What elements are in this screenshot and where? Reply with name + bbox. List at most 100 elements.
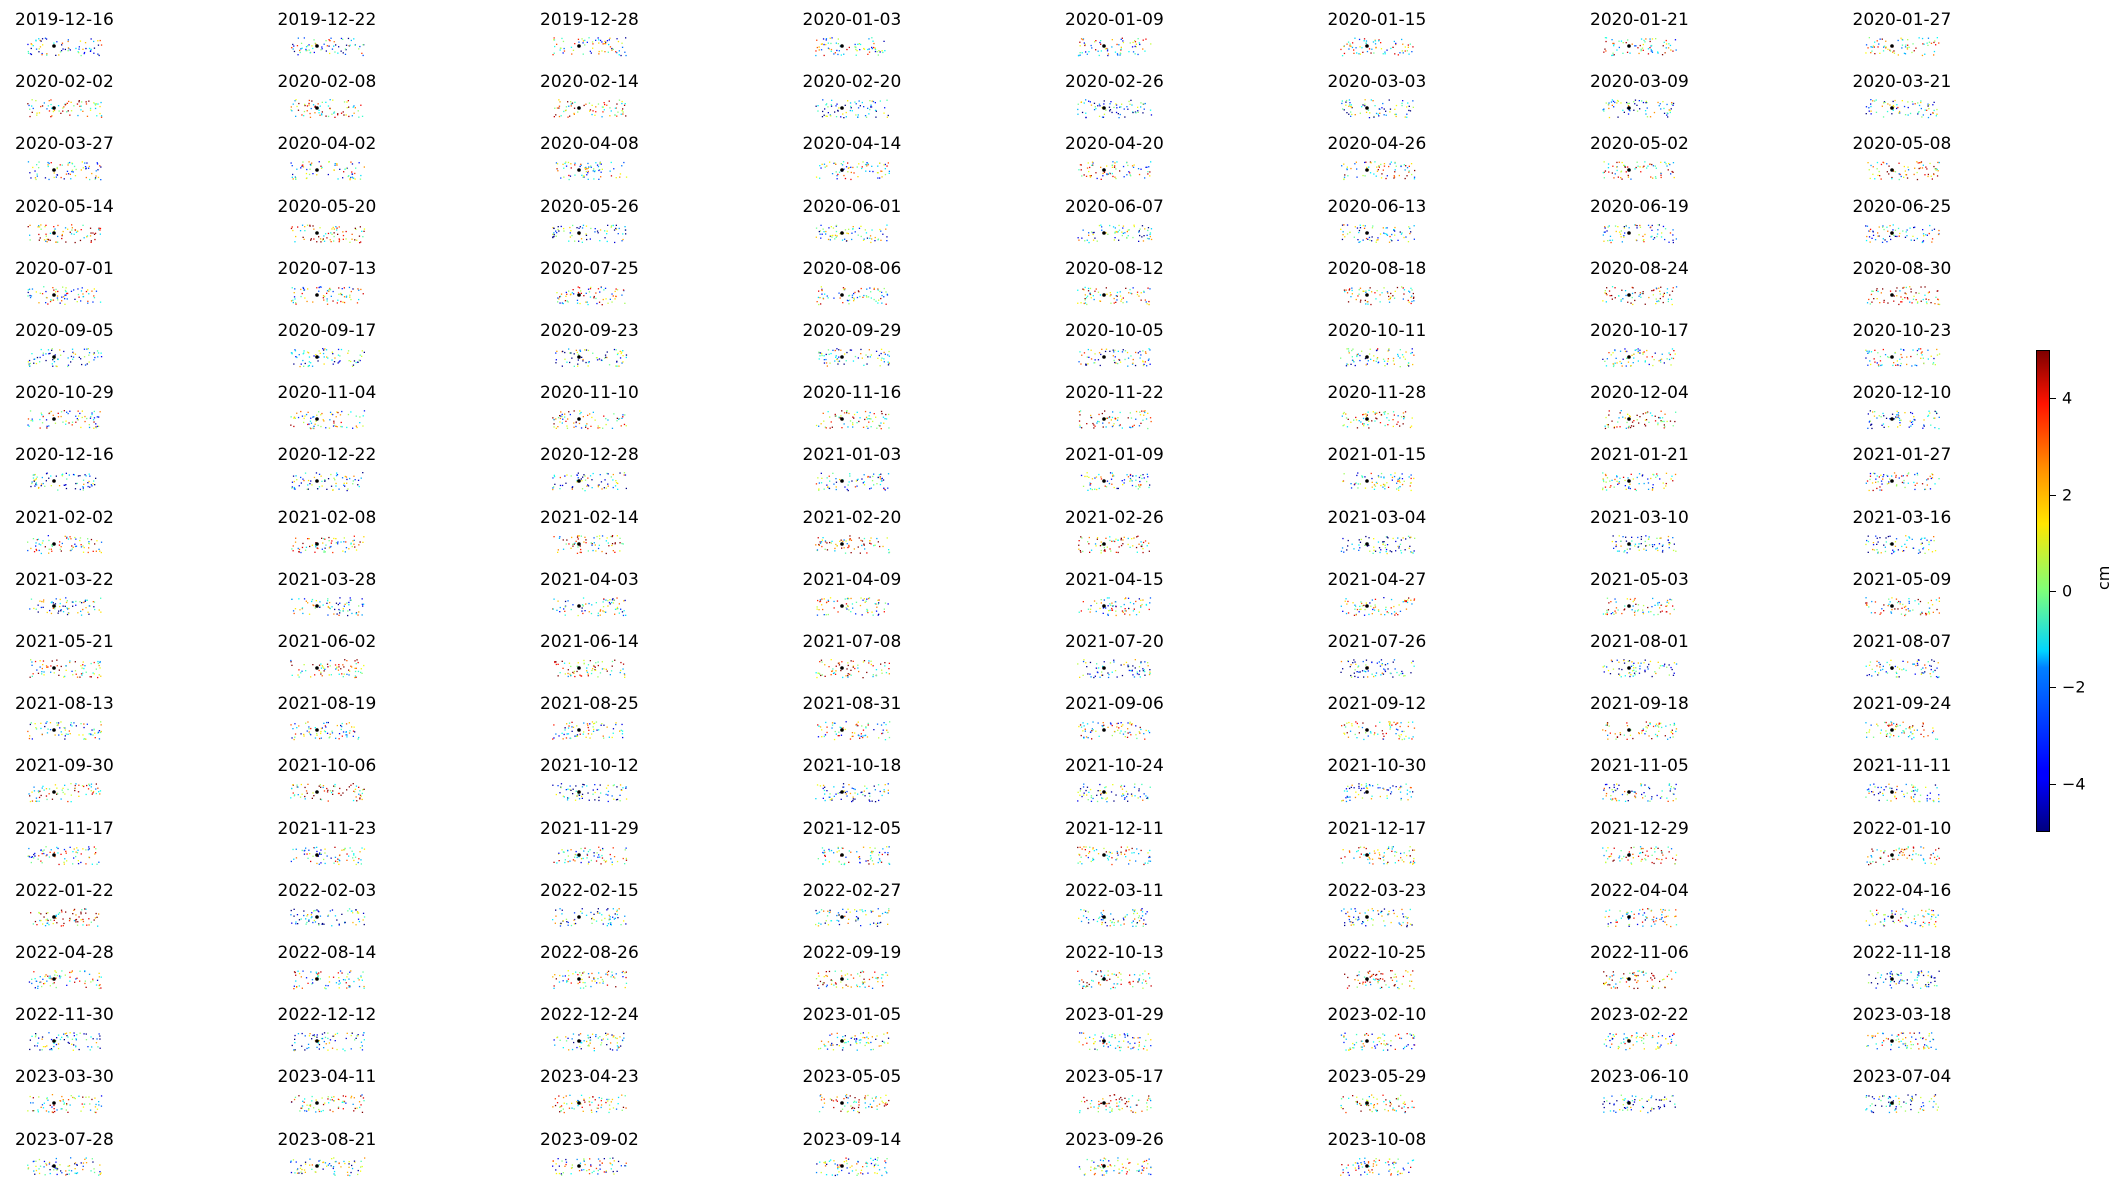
panel: 2020-06-07 bbox=[1050, 187, 1290, 247]
scatter-point bbox=[598, 53, 600, 55]
scatter-point bbox=[822, 412, 824, 415]
scatter-point bbox=[1662, 293, 1665, 296]
scatter-point bbox=[1114, 51, 1117, 53]
scatter-point bbox=[824, 166, 826, 169]
scatter-point bbox=[28, 359, 31, 362]
scatter-point bbox=[1365, 415, 1367, 418]
scatter-point bbox=[63, 484, 65, 487]
scatter-point bbox=[27, 424, 29, 426]
scatter-point bbox=[559, 421, 561, 423]
panel-scatter bbox=[1339, 37, 1414, 57]
scatter-point bbox=[1407, 362, 1409, 364]
scatter-point bbox=[1091, 47, 1093, 49]
scatter-point bbox=[1604, 289, 1606, 292]
scatter-point bbox=[323, 538, 325, 540]
scatter-point bbox=[294, 475, 297, 477]
scatter-point bbox=[290, 547, 292, 550]
scatter-point bbox=[1120, 46, 1122, 48]
scatter-point bbox=[1089, 175, 1091, 177]
scatter-point bbox=[28, 364, 30, 366]
panel-scatter bbox=[1864, 348, 1940, 367]
scatter-point bbox=[37, 488, 40, 490]
scatter-point bbox=[67, 173, 70, 175]
scatter-point bbox=[817, 290, 819, 292]
scatter-point bbox=[1372, 360, 1374, 362]
scatter-point bbox=[40, 40, 42, 42]
scatter-point bbox=[352, 38, 354, 40]
scatter-point bbox=[294, 115, 296, 118]
scatter-point bbox=[1380, 177, 1382, 179]
scatter-point bbox=[1929, 424, 1931, 426]
scatter-point bbox=[1405, 106, 1407, 108]
scatter-point bbox=[829, 234, 831, 236]
scatter-point bbox=[46, 238, 48, 240]
scatter-point bbox=[830, 37, 833, 39]
scatter-point bbox=[38, 233, 40, 235]
scatter-point bbox=[1652, 293, 1654, 296]
scatter-point bbox=[570, 101, 572, 103]
scatter-point bbox=[1357, 293, 1360, 295]
scatter-point bbox=[573, 292, 575, 295]
scatter-point bbox=[327, 174, 329, 176]
scatter-point bbox=[1095, 40, 1097, 42]
scatter-point bbox=[1882, 228, 1885, 230]
scatter-point bbox=[27, 161, 30, 163]
scatter-point bbox=[829, 352, 832, 355]
scatter-point bbox=[79, 539, 81, 541]
scatter-point bbox=[1635, 238, 1637, 241]
scatter-point bbox=[1659, 417, 1661, 419]
scatter-point bbox=[1404, 351, 1407, 353]
scatter-point bbox=[1628, 425, 1630, 428]
panel-scatter bbox=[289, 410, 365, 430]
scatter-point bbox=[351, 173, 353, 176]
scatter-point bbox=[1655, 477, 1657, 479]
scatter-point bbox=[333, 231, 335, 234]
scatter-point bbox=[1140, 475, 1142, 477]
scatter-point bbox=[94, 232, 97, 234]
scatter-point bbox=[1670, 108, 1672, 110]
scatter-point bbox=[98, 548, 100, 550]
scatter-point bbox=[291, 229, 293, 231]
scatter-point bbox=[1882, 474, 1884, 476]
scatter-point bbox=[1654, 176, 1657, 178]
scatter-point bbox=[611, 293, 613, 295]
panel-title: 2020-06-13 bbox=[1327, 196, 1427, 217]
scatter-point bbox=[312, 416, 314, 418]
scatter-point bbox=[600, 171, 602, 174]
scatter-point bbox=[818, 358, 820, 360]
scatter-point bbox=[74, 228, 76, 231]
scatter-point bbox=[1393, 171, 1395, 173]
scatter-point bbox=[1660, 177, 1662, 179]
scatter-point bbox=[319, 237, 321, 240]
scatter-point bbox=[1121, 480, 1123, 482]
scatter-point bbox=[302, 350, 305, 352]
scatter-point bbox=[556, 291, 558, 294]
scatter-point bbox=[1105, 426, 1107, 428]
scatter-point bbox=[843, 353, 845, 355]
scatter-point bbox=[1621, 289, 1623, 291]
scatter-point bbox=[81, 416, 83, 419]
scatter-point bbox=[337, 287, 339, 289]
scatter-point bbox=[1392, 177, 1395, 180]
scatter-point bbox=[1635, 167, 1637, 169]
scatter-point bbox=[1140, 354, 1142, 356]
scatter-point bbox=[558, 298, 560, 300]
scatter-point bbox=[1898, 232, 1900, 234]
scatter-point bbox=[1089, 484, 1091, 486]
scatter-point bbox=[860, 478, 863, 481]
scatter-point bbox=[624, 302, 626, 304]
scatter-point bbox=[851, 110, 853, 112]
scatter-point bbox=[1093, 109, 1096, 111]
scatter-point bbox=[1895, 414, 1897, 416]
scatter-point bbox=[577, 38, 580, 40]
scatter-point bbox=[565, 106, 568, 108]
scatter-point bbox=[1602, 233, 1604, 236]
scatter-point bbox=[600, 176, 602, 178]
scatter-point bbox=[847, 490, 849, 492]
scatter-point bbox=[1895, 107, 1897, 110]
scatter-point bbox=[1118, 117, 1120, 119]
scatter-point bbox=[1343, 176, 1345, 179]
scatter-point bbox=[1150, 421, 1152, 423]
scatter-point bbox=[1602, 478, 1604, 480]
scatter-point bbox=[1892, 105, 1894, 107]
